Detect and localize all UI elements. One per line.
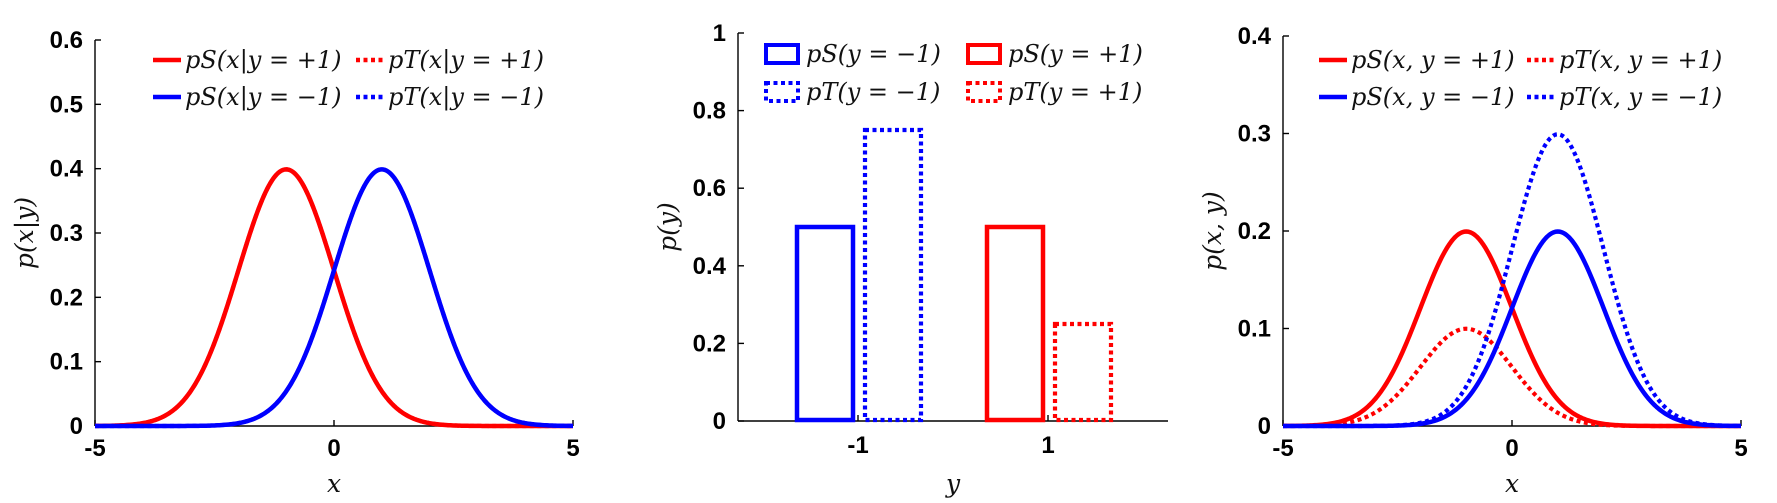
legend-swatch-pt-y-plus1 xyxy=(966,81,1002,103)
legend-label-pt-x-y-minus1: pT(x|y = −1) xyxy=(388,83,544,112)
x-tick-label: -1 xyxy=(847,432,868,459)
panel-class-prior: 0 0.2 0.4 0.6 0.8 1 -1 1 y p(y) pS(y = −1) pS(y = +… xyxy=(653,20,1180,498)
y-tick-label: 0 xyxy=(1258,413,1271,440)
bar-pt-y-minus1 xyxy=(862,127,924,423)
x-tick-label: 1 xyxy=(1041,432,1054,459)
x-tick-label: 5 xyxy=(566,435,579,462)
series-line-ps-x-y-minus1 xyxy=(94,167,574,429)
bar-pt-y-plus1 xyxy=(1052,321,1114,423)
series-line-pt-x-y-plus1 xyxy=(94,167,574,429)
y-tick-label: 0.3 xyxy=(50,220,83,247)
series-line-pt-x-y-minus1 xyxy=(94,167,574,429)
panel-joint: 00.10.20.30.4-5 0 5xp(x, y)pS(x, y = +1) pT… xyxy=(1198,23,1748,498)
legend-label-ps-x-y-plus1: pS(x, y = +1) xyxy=(1351,46,1515,74)
legend-label-pt-x-y-plus1: pT(x|y = +1) xyxy=(388,46,544,75)
series-line-pt-x-y-plus1 xyxy=(1282,326,1742,429)
y-tick-label: 0.6 xyxy=(50,27,83,54)
y-tick-label: 0.4 xyxy=(693,253,727,280)
series-line-pt-x-y-minus1 xyxy=(1282,132,1742,429)
y-tick-label: 0 xyxy=(70,413,83,440)
legend-label-pt-x-y-minus1: pT(x, y = −1) xyxy=(1559,83,1722,111)
y-tick-label: 0 xyxy=(713,408,726,435)
legend-label-pt-y-plus1: pT(y = +1) xyxy=(1008,78,1142,106)
x-tick-label: 0 xyxy=(1505,435,1518,462)
x-tick-label: 5 xyxy=(1734,435,1747,462)
y-axis-label: p(x, y) xyxy=(1198,191,1227,271)
panel-class-conditional: 00.10.20.30.40.50.6-5 0 5xp(x|y)pS(x|y = +… xyxy=(10,27,580,498)
y-tick-label: 0.4 xyxy=(1238,23,1272,50)
legend-box xyxy=(1313,38,1658,117)
x-tick-label: -5 xyxy=(1272,435,1293,462)
legend-label-ps-x-y-minus1: pS(x|y = −1) xyxy=(185,83,341,112)
legend-label-ps-y-minus1: pS(y = −1) xyxy=(806,40,941,68)
legend-label-ps-x-y-minus1: pS(x, y = −1) xyxy=(1351,83,1515,111)
y-tick-label: 0.1 xyxy=(50,349,83,376)
x-axis-label: x xyxy=(1505,469,1519,498)
legend-label-pt-y-minus1: pT(y = −1) xyxy=(806,78,940,106)
legend-swatch-pt-y-minus1 xyxy=(764,81,800,103)
y-tick-label: 1 xyxy=(713,20,726,47)
series-line-ps-x-y-plus1 xyxy=(94,167,574,429)
x-axis-label: y xyxy=(945,469,961,498)
series-line-ps-x-y-plus1 xyxy=(1282,229,1742,429)
legend-label-ps-y-plus1: pS(y = +1) xyxy=(1008,40,1143,68)
bar-ps-y-minus1 xyxy=(794,224,856,423)
legend-label-ps-x-y-plus1: pS(x|y = +1) xyxy=(185,46,341,75)
y-tick-label: 0.2 xyxy=(50,284,83,311)
y-tick-label: 0.1 xyxy=(1238,316,1271,343)
y-tick-label: 0.3 xyxy=(1238,121,1271,148)
legend-swatch-ps-y-minus1 xyxy=(764,43,800,65)
legend-box xyxy=(147,38,485,117)
y-tick-label: 0.5 xyxy=(50,91,83,118)
y-tick-label: 0.4 xyxy=(50,156,84,183)
y-tick-label: 0.6 xyxy=(693,175,726,202)
y-tick-label: 0.8 xyxy=(693,98,726,125)
x-axis-label: x xyxy=(327,469,341,498)
y-tick-label: 0.2 xyxy=(693,330,726,357)
y-tick-label: 0.2 xyxy=(1238,218,1271,245)
series-line-ps-x-y-minus1 xyxy=(1282,229,1742,429)
x-tick-label: -5 xyxy=(84,435,105,462)
legend-label-pt-x-y-plus1: pT(x, y = +1) xyxy=(1559,46,1722,74)
y-axis-label: p(y) xyxy=(653,202,682,252)
bar-ps-y-plus1 xyxy=(984,224,1046,423)
x-tick-label: 0 xyxy=(327,435,340,462)
y-axis-label: p(x|y) xyxy=(10,197,40,269)
legend-swatch-ps-y-plus1 xyxy=(966,43,1002,65)
